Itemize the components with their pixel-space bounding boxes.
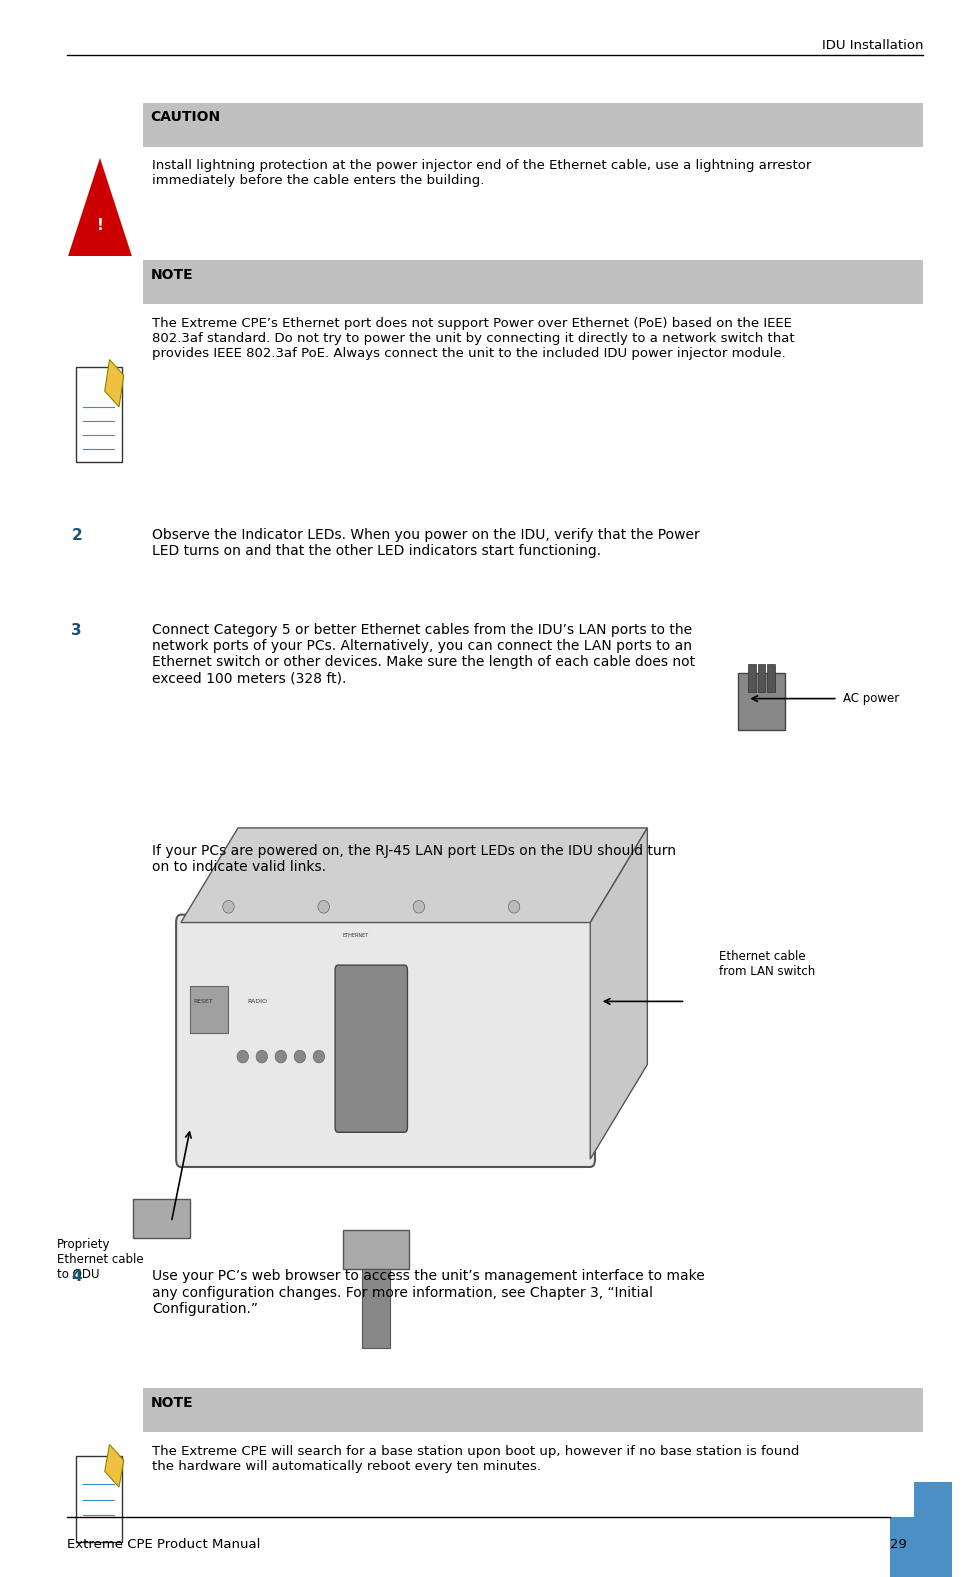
Bar <box>890 1482 952 1577</box>
Bar <box>757 664 765 692</box>
Text: Use your PC’s web browser to access the unit’s management interface to make
any : Use your PC’s web browser to access the … <box>152 1269 705 1315</box>
Text: Install lightning protection at the power injector end of the Ethernet cable, us: Install lightning protection at the powe… <box>152 159 812 188</box>
Bar <box>890 1482 914 1517</box>
Text: 29: 29 <box>890 1538 907 1550</box>
Bar <box>190 986 228 1033</box>
Ellipse shape <box>313 1050 325 1063</box>
Polygon shape <box>181 828 647 923</box>
Polygon shape <box>590 828 647 1159</box>
FancyBboxPatch shape <box>335 965 407 1132</box>
Text: ETHERNET: ETHERNET <box>343 934 369 938</box>
Bar <box>76 367 122 462</box>
Text: !: ! <box>97 218 103 233</box>
Bar <box>134 1199 190 1238</box>
Text: NOTE: NOTE <box>150 1396 193 1410</box>
Text: NOTE: NOTE <box>150 268 193 282</box>
Polygon shape <box>66 155 134 257</box>
Text: RESET: RESET <box>193 998 213 1005</box>
Text: The Extreme CPE will search for a base station upon boot up, however if no base : The Extreme CPE will search for a base s… <box>152 1445 799 1473</box>
Bar <box>343 1230 409 1269</box>
Bar <box>767 664 775 692</box>
Text: 2: 2 <box>71 528 82 544</box>
Text: The Extreme CPE’s Ethernet port does not support Power over Ethernet (PoE) based: The Extreme CPE’s Ethernet port does not… <box>152 317 794 360</box>
Ellipse shape <box>508 900 520 913</box>
Text: If your PCs are powered on, the RJ-45 LAN port LEDs on the IDU should turn
on to: If your PCs are powered on, the RJ-45 LA… <box>152 844 676 874</box>
Ellipse shape <box>223 900 234 913</box>
Polygon shape <box>104 1445 124 1487</box>
Ellipse shape <box>318 900 329 913</box>
Text: RADIO: RADIO <box>248 998 267 1005</box>
Bar <box>76 1456 122 1542</box>
Ellipse shape <box>237 1050 249 1063</box>
Ellipse shape <box>413 900 425 913</box>
Text: Ethernet cable
from LAN switch: Ethernet cable from LAN switch <box>718 949 815 978</box>
Text: IDU Installation: IDU Installation <box>822 39 923 52</box>
Text: AC power: AC power <box>842 692 899 705</box>
Text: Extreme CPE Product Manual: Extreme CPE Product Manual <box>66 1538 260 1550</box>
Ellipse shape <box>294 1050 305 1063</box>
Text: 4: 4 <box>71 1269 82 1285</box>
Text: Observe the Indicator LEDs. When you power on the IDU, verify that the Power
LED: Observe the Indicator LEDs. When you pow… <box>152 528 700 558</box>
Text: 3: 3 <box>71 623 82 639</box>
Bar <box>738 673 786 730</box>
Ellipse shape <box>256 1050 267 1063</box>
FancyBboxPatch shape <box>176 915 595 1167</box>
Bar <box>142 103 923 147</box>
Text: Connect Category 5 or better Ethernet cables from the IDU’s LAN ports to the
net: Connect Category 5 or better Ethernet ca… <box>152 623 696 686</box>
Ellipse shape <box>275 1050 287 1063</box>
Bar <box>749 664 755 692</box>
Polygon shape <box>104 360 124 407</box>
Text: Propriety
Ethernet cable
to ODU: Propriety Ethernet cable to ODU <box>58 1238 143 1281</box>
Bar <box>362 1269 390 1348</box>
Bar <box>142 260 923 304</box>
Bar <box>142 1388 923 1432</box>
Text: CAUTION: CAUTION <box>150 110 221 125</box>
